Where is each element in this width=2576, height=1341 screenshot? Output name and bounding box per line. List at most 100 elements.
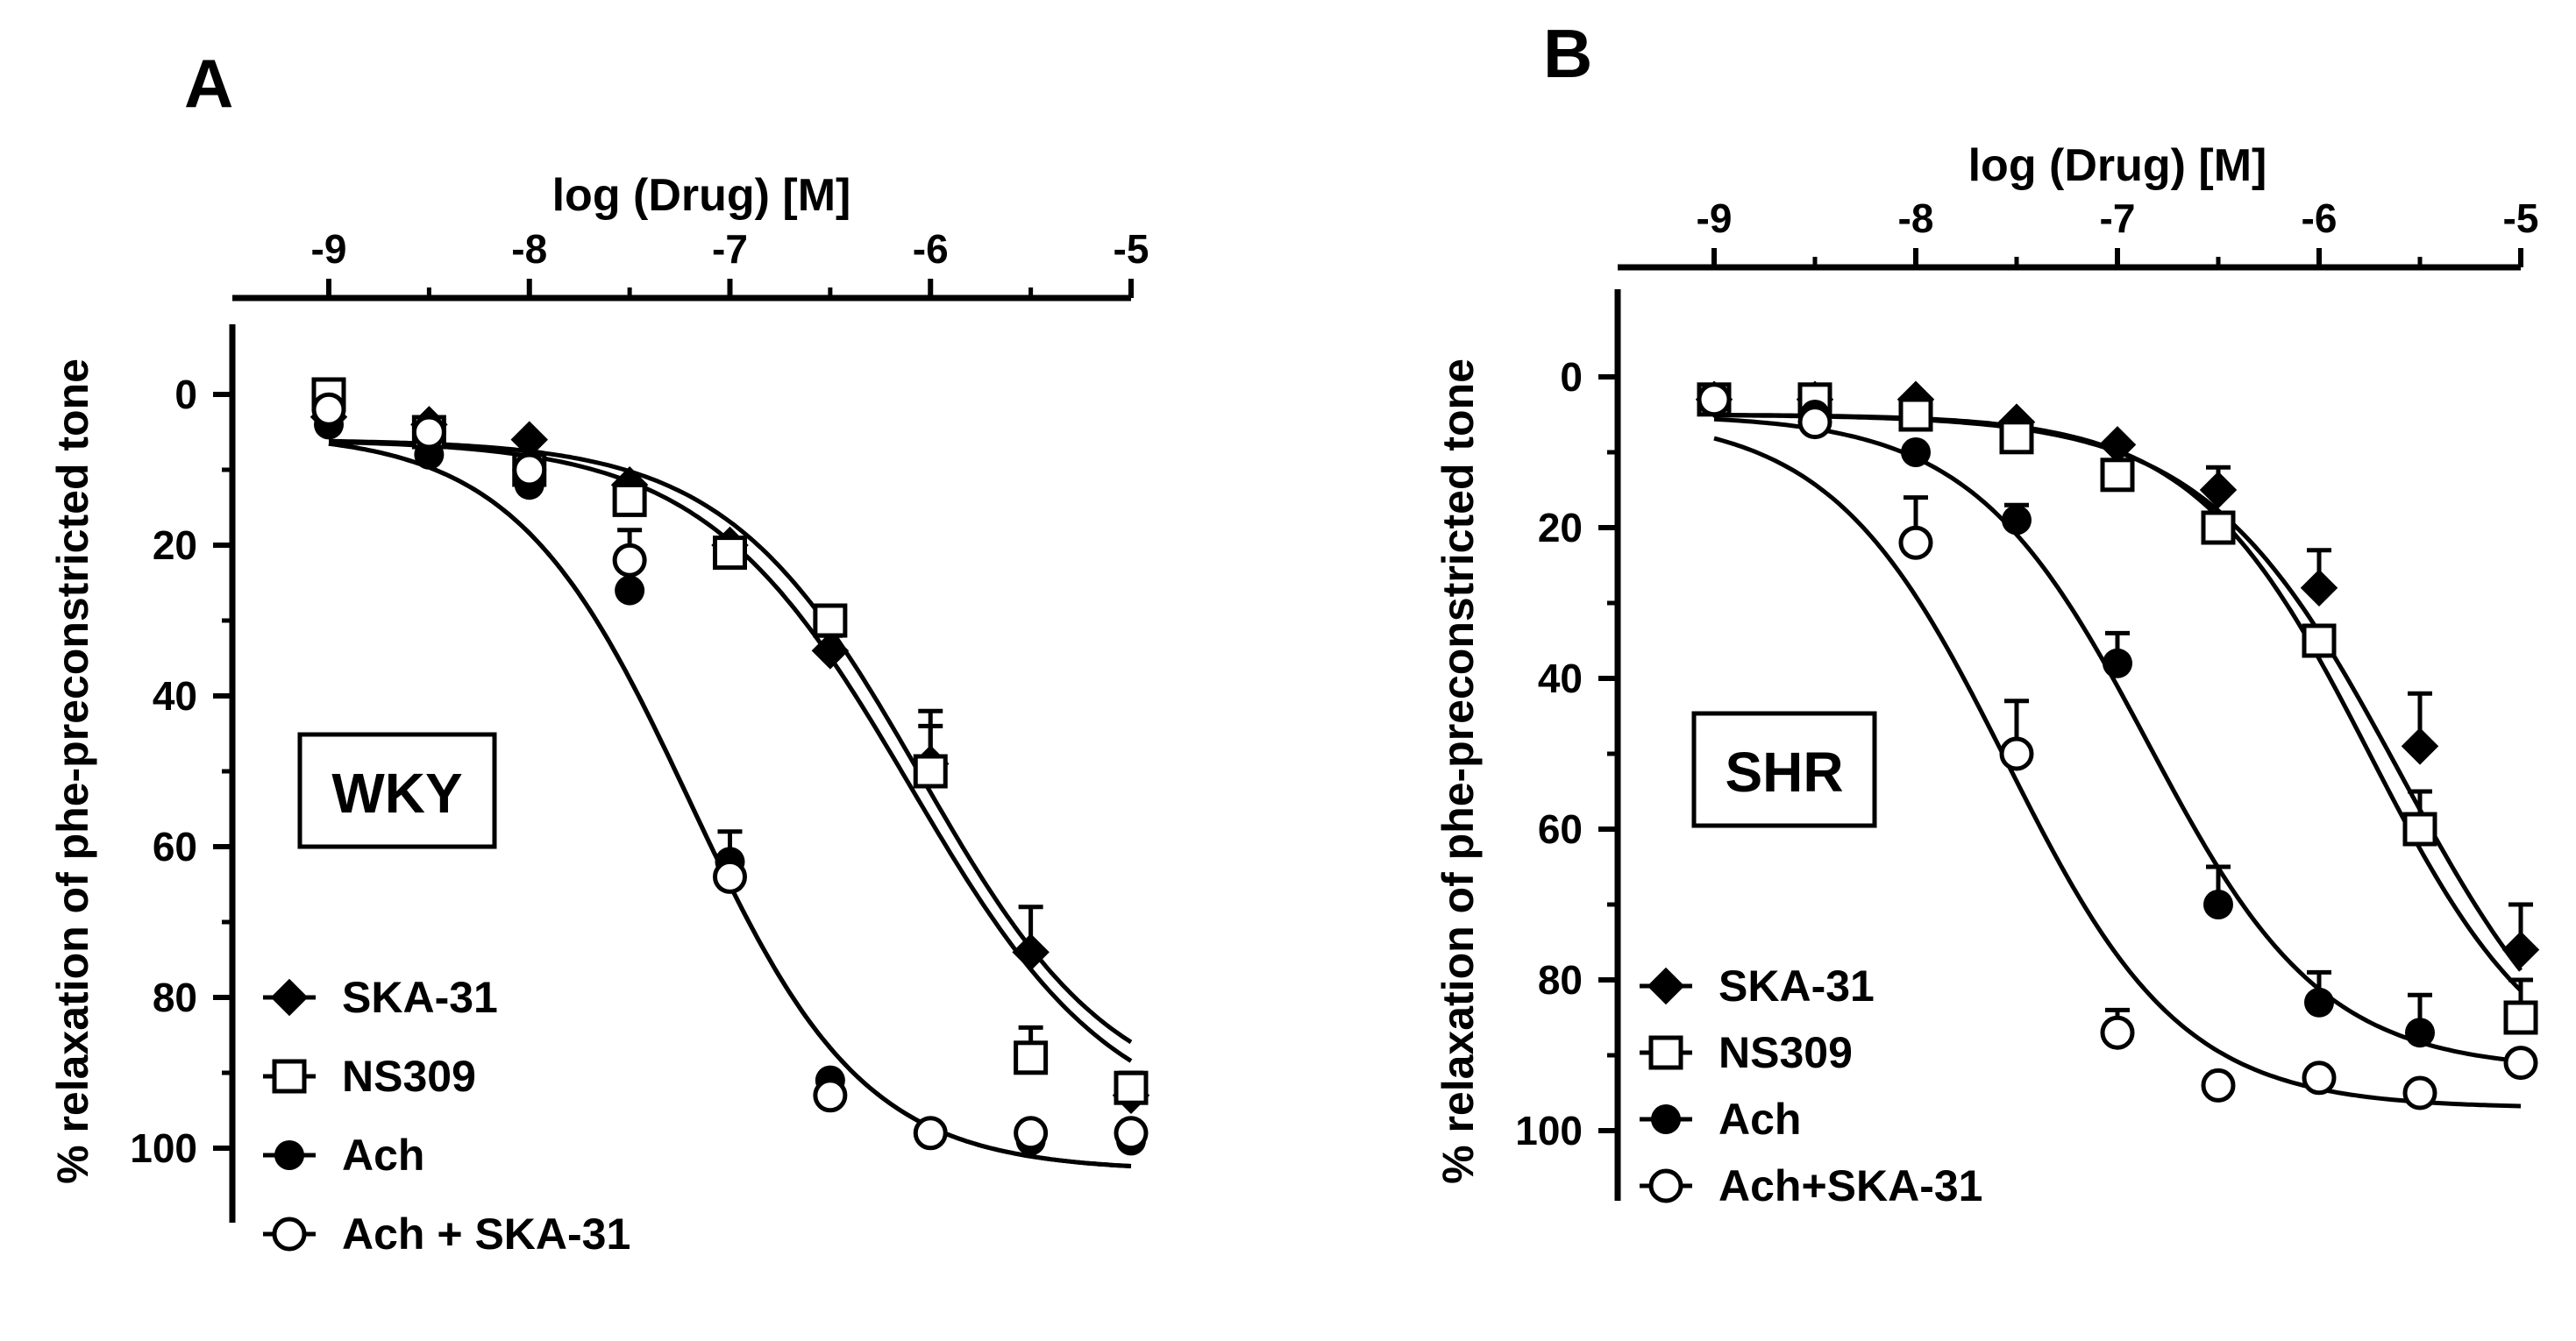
data-point — [2302, 1061, 2337, 1096]
fit-curve — [328, 438, 1133, 1045]
data-point — [2203, 890, 2233, 919]
error-bars — [1904, 465, 2533, 1033]
data-point — [1999, 420, 2034, 455]
legend-label: NS309 — [1719, 1028, 1853, 1077]
legend-item: Ach+SKA-31 — [1640, 1161, 1983, 1210]
data-point — [1114, 1070, 1149, 1105]
x-tick-label: -9 — [311, 226, 347, 272]
panel-label: B — [1543, 15, 1592, 92]
data-point — [813, 1078, 848, 1113]
legend-label: SKA-31 — [1719, 961, 1875, 1011]
legend-item: Ach — [1640, 1095, 1801, 1144]
data-point — [2300, 569, 2338, 607]
x-axis-title: log (Drug) [M] — [552, 170, 851, 221]
legend-marker — [274, 1140, 304, 1170]
x-axis-title: log (Drug) [M] — [1968, 140, 2267, 191]
data-point — [411, 415, 446, 450]
group-label-box: WKY — [297, 732, 497, 849]
data-point — [2100, 458, 2135, 493]
group-label: SHR — [1725, 741, 1843, 804]
legend-item: SKA-31 — [1640, 961, 1875, 1011]
data-point — [512, 452, 547, 487]
data-point — [2401, 727, 2439, 765]
y-tick-label: 20 — [153, 522, 197, 568]
fit-curve — [1713, 416, 2522, 1064]
x-tick-label: -7 — [2100, 195, 2136, 241]
data-point — [2199, 471, 2238, 509]
legend-marker — [272, 1059, 307, 1094]
axes — [1614, 264, 2521, 1201]
y-tick-label: 60 — [153, 824, 197, 869]
data-point — [2201, 1068, 2236, 1103]
y-tick-label: 0 — [1560, 354, 1583, 400]
y-tick-label: 80 — [153, 975, 197, 1020]
data-point — [2302, 623, 2337, 658]
data-point — [615, 575, 645, 606]
legend: SKA-31 NS309 Ach Ach + SKA-31 — [263, 973, 630, 1259]
data-point — [2501, 931, 2540, 968]
data-point — [1898, 525, 1933, 560]
x-tick-label: -6 — [2302, 195, 2338, 241]
group-label-box: SHR — [1691, 711, 1877, 828]
data-point — [311, 392, 346, 427]
legend-marker — [270, 978, 309, 1017]
legend-marker — [1651, 1104, 1681, 1134]
legend-marker — [272, 1217, 307, 1252]
data-point — [1797, 405, 1832, 440]
x-tick-label: -7 — [712, 226, 748, 272]
data-point — [813, 603, 848, 638]
x-tick-label: -5 — [1114, 226, 1149, 272]
legend-label: Ach + SKA-31 — [342, 1210, 630, 1259]
data-point — [2002, 505, 2032, 536]
y-axis-title: % relaxation of phe-preconstricted tone — [1434, 358, 1483, 1184]
legend-label: Ach — [342, 1131, 424, 1180]
legend-marker — [1648, 1035, 1683, 1070]
legend-label: NS309 — [342, 1052, 476, 1101]
y-axis-title: % relaxation of phe-preconstricted tone — [48, 358, 97, 1184]
data-point — [913, 754, 948, 789]
legend-marker — [1647, 967, 1685, 1005]
group-label: WKY — [331, 762, 462, 825]
y-tick-label: 40 — [153, 673, 197, 719]
legend-item: NS309 — [1640, 1028, 1853, 1077]
data-point — [2098, 426, 2137, 464]
group-label-frame — [297, 732, 497, 849]
data-point — [2402, 1075, 2437, 1110]
data-point — [510, 421, 548, 458]
data-point — [2402, 812, 2437, 847]
series-ns309 — [1697, 382, 2538, 1035]
legend-marker — [1648, 1168, 1683, 1203]
data-point — [1999, 736, 2034, 771]
data-point — [2405, 1018, 2435, 1048]
data-markers — [1695, 380, 2540, 1110]
panel-a: A log (Drug) [M] % relaxation of phe-pre… — [48, 45, 1150, 1259]
data-point — [2304, 987, 2334, 1018]
data-point — [612, 482, 647, 517]
panel-label: A — [184, 45, 233, 122]
y-tick-label: 100 — [1515, 1108, 1583, 1153]
data-point — [2201, 510, 2236, 545]
data-point — [1014, 1040, 1049, 1075]
data-point — [913, 1116, 948, 1151]
data-point — [2503, 1000, 2538, 1035]
data-point — [713, 536, 747, 571]
fit-curve — [1713, 436, 2522, 1109]
legend-item: NS309 — [263, 1052, 476, 1101]
ticks: -9 -8 -7 -6 -5 0 20 40 60 80 100 — [1515, 195, 2538, 1153]
x-tick-label: -9 — [1697, 195, 1733, 241]
panel-b: B log (Drug) [M] % relaxation of phe-pre… — [1434, 15, 2540, 1210]
data-point — [2503, 1046, 2538, 1081]
legend-item: Ach + SKA-31 — [263, 1210, 630, 1259]
data-point — [713, 859, 747, 894]
data-point — [1014, 1116, 1049, 1151]
data-point — [2103, 648, 2132, 678]
y-tick-label: 80 — [1538, 957, 1583, 1003]
group-label-frame — [1691, 711, 1877, 828]
ticks: -9 -8 -7 -6 -5 0 20 40 60 80 100 — [130, 226, 1149, 1171]
data-point — [1898, 397, 1933, 432]
data-point — [1697, 382, 1732, 417]
data-point — [612, 543, 647, 578]
data-point — [1012, 933, 1050, 971]
data-point — [811, 632, 850, 670]
x-tick-label: -8 — [511, 226, 547, 272]
